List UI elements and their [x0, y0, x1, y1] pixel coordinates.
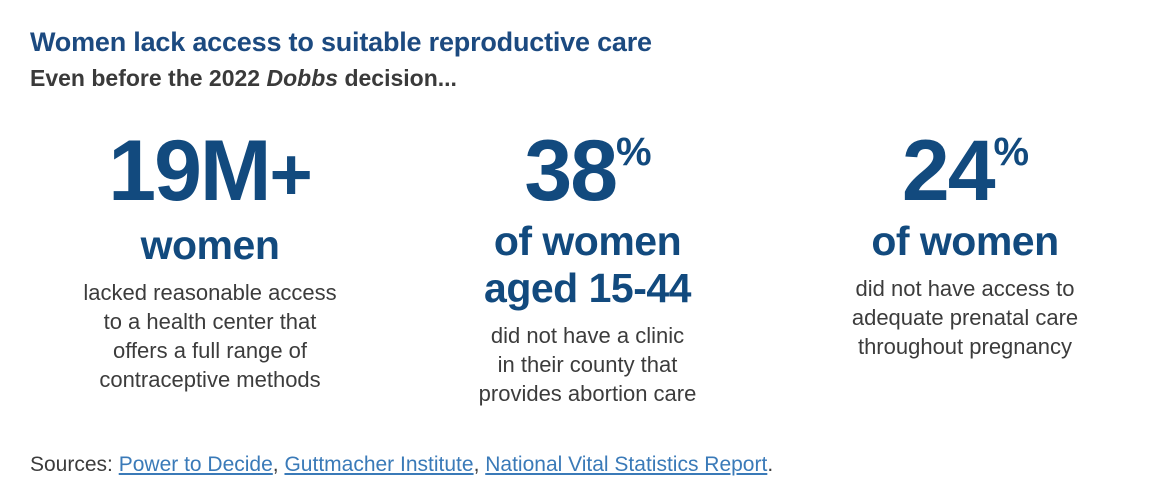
source-link-power-to-decide[interactable]: Power to Decide — [118, 453, 273, 476]
stat-description-line: in their county that — [497, 352, 678, 377]
stat-description-line: offers a full range of — [112, 338, 308, 363]
stat-figure-3: 24% — [902, 128, 1030, 214]
subtitle-prefix: Even before the 2022 — [30, 65, 267, 91]
stat-figure-unit-2: % — [616, 130, 652, 174]
stat-description-1: lacked reasonable access to a health cen… — [83, 278, 336, 394]
stat-column-3: 24% of women did not have access to adeq… — [785, 128, 1145, 361]
sources-label: Sources: — [30, 453, 119, 476]
stat-figure-1: 19M+ — [108, 128, 313, 218]
stat-column-2: 38% of women aged 15-44 did not have a c… — [408, 128, 768, 408]
stat-description-line: throughout pregnancy — [857, 334, 1073, 359]
stat-description-line: to a health center that — [103, 309, 317, 334]
stat-figure-2: 38% — [524, 128, 652, 214]
source-link-guttmacher-institute[interactable]: Guttmacher Institute — [284, 453, 474, 476]
stat-description-line: lacked reasonable access — [83, 280, 337, 305]
source-link-national-vital-statistics-report[interactable]: National Vital Statistics Report — [485, 453, 768, 476]
statistics-row: 19M+ women lacked reasonable access to a… — [30, 128, 1145, 408]
page-subtitle: Even before the 2022 Dobbs decision... — [30, 63, 1130, 93]
stat-sublabel-1: women — [141, 222, 280, 269]
stat-description-line: provides abortion care — [478, 381, 697, 406]
stat-description-line: did not have access to — [855, 276, 1075, 301]
stat-figure-unit-3: % — [993, 130, 1030, 174]
subtitle-suffix: decision... — [338, 65, 457, 91]
stat-sublabel-2: of women aged 15-44 — [484, 218, 691, 312]
stat-column-1: 19M+ women lacked reasonable access to a… — [30, 128, 390, 394]
stat-description-2: did not have a clinic in their county th… — [479, 321, 697, 408]
sources-separator: , — [473, 453, 486, 476]
stat-figure-value-3: 24 — [901, 123, 996, 219]
stat-figure-unit-1: + — [269, 133, 313, 216]
stat-sublabel-line: of women — [493, 218, 682, 264]
stat-figure-value-1: 19M — [108, 123, 271, 219]
stat-description-line: contraceptive methods — [99, 367, 321, 392]
stat-sublabel-3: of women — [871, 218, 1059, 265]
stat-description-line: adequate prenatal care — [851, 305, 1079, 330]
stat-description-3: did not have access to adequate prenatal… — [852, 274, 1078, 361]
page-title: Women lack access to suitable reproducti… — [30, 27, 652, 57]
subtitle-case-name: Dobbs — [266, 65, 339, 91]
stat-sublabel-line: of women — [871, 218, 1059, 264]
sources-terminator: . — [767, 453, 774, 476]
stat-figure-value-2: 38 — [524, 123, 618, 219]
stat-description-line: did not have a clinic — [490, 323, 685, 348]
header: Women lack access to suitable reproducti… — [30, 26, 1130, 93]
sources-separator: , — [272, 453, 285, 476]
sources-line: Sources: Power to Decide, Guttmacher Ins… — [30, 452, 773, 478]
stat-sublabel-line: aged 15-44 — [484, 265, 691, 311]
stat-sublabel-line: women — [140, 222, 280, 268]
